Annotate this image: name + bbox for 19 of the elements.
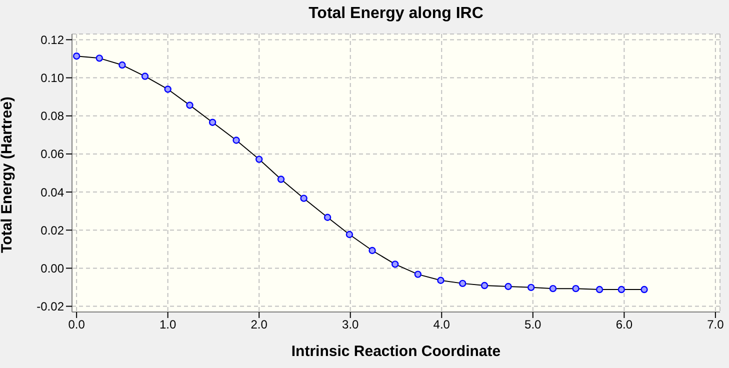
x-tick-label: 6.0	[616, 318, 633, 332]
x-tick-label: 0.0	[68, 318, 86, 332]
y-tick-label: 0.00	[40, 261, 64, 276]
x-axis-title: Intrinsic Reaction Coordinate	[291, 343, 501, 360]
x-tick-label: 7.0	[707, 318, 724, 332]
x-tick-label: 3.0	[342, 318, 360, 332]
y-tick-label: 0.10	[40, 71, 64, 86]
x-tick-label: 1.0	[159, 318, 176, 332]
y-tick-label: 0.12	[40, 32, 64, 47]
x-tick-label: 5.0	[524, 318, 542, 332]
chart-title: Total Energy along IRC	[308, 5, 484, 23]
y-tick-label: 0.08	[40, 109, 64, 124]
y-tick-label: 0.04	[40, 185, 64, 200]
y-tick-label: 0.02	[40, 223, 64, 238]
y-tick-label: 0.06	[40, 147, 64, 162]
y-axis-title: Total Energy (Hartree)	[0, 96, 16, 253]
x-tick-label: 2.0	[250, 318, 268, 332]
y-tick-label: -0.02	[36, 300, 64, 314]
x-tick-label: 4.0	[433, 318, 450, 332]
